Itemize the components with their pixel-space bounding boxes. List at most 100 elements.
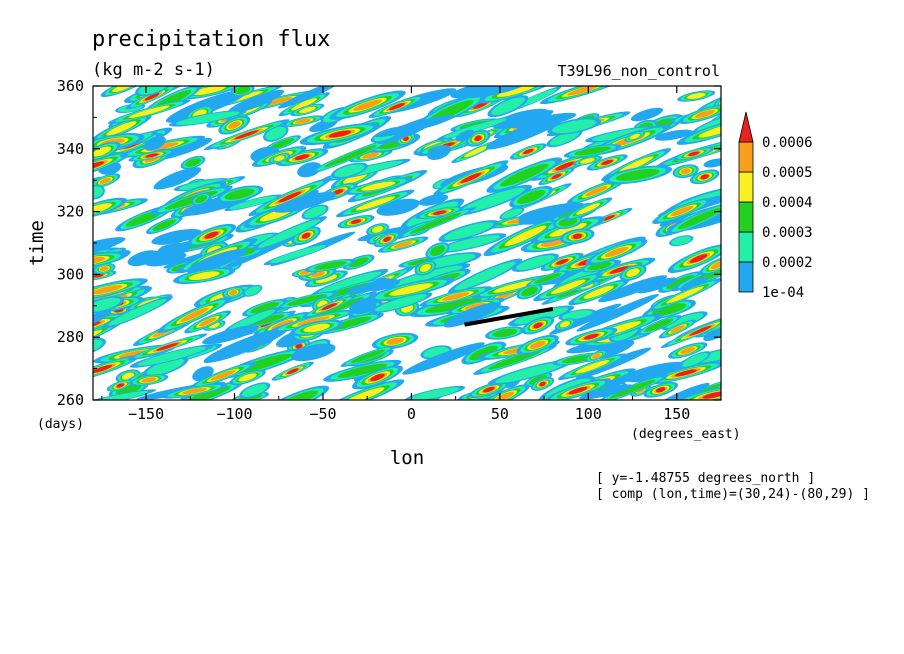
contour-fill (151, 228, 202, 245)
contour-fill (128, 105, 170, 119)
colorbar-segment (738, 261, 754, 293)
contour-fill (609, 266, 630, 274)
colorbar-segment (738, 231, 754, 263)
x-tick-label: 100 (575, 405, 602, 423)
contour-fill (680, 347, 696, 354)
contour-fill (559, 321, 571, 328)
contour-fill (182, 387, 207, 395)
contour-fill (297, 162, 322, 178)
contour-fill (550, 279, 586, 295)
rain-band (560, 228, 595, 245)
contour-fill (703, 158, 721, 168)
rain-band (521, 316, 555, 335)
rain-band (672, 164, 699, 179)
contour-fill (228, 289, 238, 296)
contour-fill (353, 99, 383, 111)
rain-band (509, 186, 554, 208)
rain-band (636, 315, 682, 336)
y-tick-label: 260 (57, 391, 84, 409)
contour-fill (419, 264, 431, 272)
rain-band (435, 233, 507, 253)
rain-band (290, 319, 344, 337)
contour-fill (674, 369, 698, 377)
contour-fill (234, 86, 251, 95)
rain-band (624, 131, 646, 142)
contour-fill (265, 126, 287, 141)
rain-band (93, 310, 111, 330)
y-axis: 260 280 300 320 340 360 (57, 77, 721, 409)
rain-band (546, 129, 583, 148)
contour-fill (99, 266, 109, 272)
contour-fill (286, 294, 328, 306)
contour-fill (623, 361, 691, 383)
contour-fill (328, 130, 352, 138)
rain-band (425, 242, 450, 260)
rain-band (679, 276, 708, 292)
rain-band (661, 311, 708, 331)
contour-fill (250, 302, 280, 314)
rain-band (224, 194, 283, 211)
contour-fill (574, 146, 611, 156)
rain-band (623, 361, 691, 383)
contour-fill (93, 186, 104, 198)
rain-band (190, 362, 256, 389)
colorbar-segment (738, 201, 754, 233)
contour-fill (540, 239, 565, 247)
rain-band (436, 116, 514, 141)
rain-band (269, 309, 357, 333)
rain-band (151, 228, 202, 245)
rain-band (603, 165, 673, 185)
contour-fill (575, 359, 610, 374)
rain-band (230, 86, 255, 97)
rain-band (486, 157, 563, 193)
contour-fill (576, 293, 659, 332)
contour-fill (644, 318, 674, 332)
contour-fill (604, 246, 629, 258)
rain-band (273, 191, 337, 213)
rain-band (142, 356, 189, 378)
contour-fill (313, 297, 364, 319)
contour-fill (348, 257, 369, 268)
y-tick-label: 300 (57, 265, 84, 283)
rain-band (101, 296, 173, 329)
rain-band (268, 385, 330, 400)
contour-fill (313, 261, 347, 270)
contour-fill (567, 86, 601, 96)
contour-fill (93, 237, 126, 262)
rain-band (596, 374, 669, 400)
contour-fill (192, 86, 226, 96)
rain-band (499, 207, 525, 220)
contour-fill (391, 265, 463, 287)
rain-band (173, 178, 231, 192)
contour-fill (93, 364, 113, 374)
contour-fill (291, 98, 318, 111)
rain-band (646, 361, 721, 385)
contour-fill (551, 173, 562, 180)
contour-fill (677, 207, 721, 230)
contour-fill (279, 390, 319, 400)
rain-band (93, 321, 122, 355)
contour-fill (93, 203, 112, 215)
rain-band (93, 251, 127, 270)
rain-band (239, 382, 271, 399)
contour-fill (198, 317, 217, 327)
rain-band (145, 216, 183, 235)
contour-fill (561, 310, 593, 320)
rain-band (297, 162, 322, 178)
rain-band (526, 270, 569, 287)
contour-fill (386, 337, 404, 345)
rain-band (342, 254, 375, 270)
contour-fill (203, 327, 289, 363)
rain-band (93, 355, 140, 383)
rain-band (604, 371, 640, 388)
rain-band (275, 148, 329, 166)
rain-band (367, 277, 455, 302)
contour-fill (112, 86, 136, 93)
rain-band (653, 382, 710, 400)
rain-band (658, 319, 697, 339)
rain-band (492, 108, 550, 130)
colorbar-label: 0.0002 (762, 255, 813, 271)
rain-band (409, 294, 498, 318)
contour-fill (178, 179, 226, 191)
contour-fill (556, 258, 569, 265)
